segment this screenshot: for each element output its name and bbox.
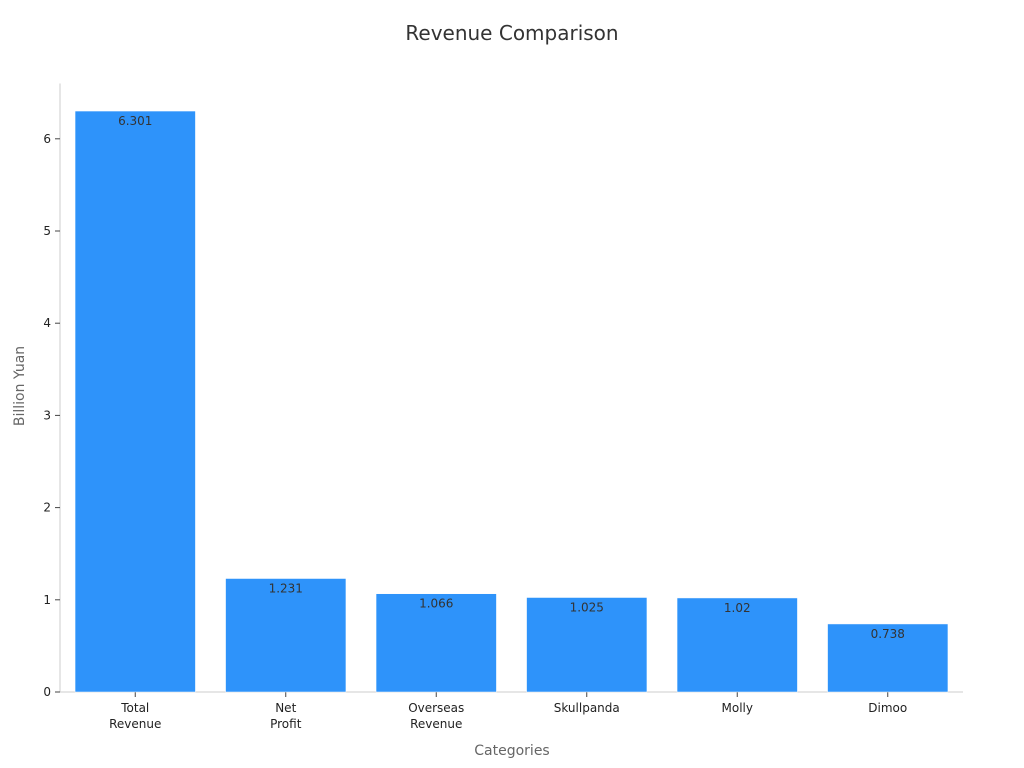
value-label: 1.025 (570, 600, 604, 614)
bar (676, 597, 798, 693)
y-tick-label: 2 (43, 501, 51, 515)
value-label: 6.301 (118, 114, 152, 128)
y-axis: 0 1 2 3 4 5 6 (43, 83, 61, 699)
y-tick-label: 3 (43, 408, 51, 422)
value-label: 1.231 (269, 582, 303, 596)
value-labels-group: 6.301 1.231 1.066 1.025 1.02 0.738 (118, 114, 905, 641)
x-tick-label: Net Profit (270, 701, 302, 731)
y-tick-label: 4 (43, 316, 51, 330)
x-tick-label: Overseas Revenue (408, 701, 464, 731)
bar (74, 110, 196, 693)
bar (526, 597, 648, 693)
y-axis-label: Billion Yuan (12, 346, 28, 426)
y-tick-label: 5 (43, 224, 51, 238)
bar (827, 623, 949, 693)
value-label: 1.066 (419, 597, 453, 611)
x-tick-label: Total Revenue (109, 701, 161, 731)
value-label: 1.02 (724, 601, 751, 615)
value-label: 0.738 (871, 627, 905, 641)
x-tick-label: Dimoo (868, 701, 907, 715)
bar (225, 578, 347, 693)
x-axis-label: Categories (474, 743, 549, 759)
x-axis: Total Revenue Net Profit Overseas Revenue Skul… (60, 691, 963, 731)
x-tick-label: Skullpanda (554, 701, 620, 715)
y-tick-label: 6 (43, 132, 51, 146)
x-tick-label: Molly (722, 701, 753, 715)
chart-title: Revenue Comparison (405, 21, 618, 45)
y-tick-label: 1 (43, 593, 51, 607)
bar (375, 593, 497, 693)
y-tick-label: 0 (43, 685, 51, 699)
bars-group (74, 110, 949, 693)
